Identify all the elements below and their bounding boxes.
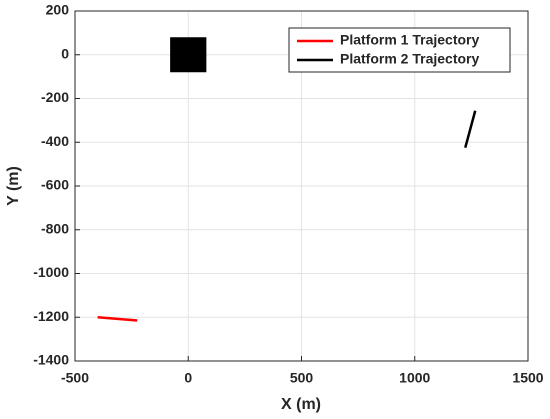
y-axis-label: Y (m) (5, 166, 22, 206)
x-tick-label: -500 (61, 370, 89, 386)
patch (170, 37, 207, 73)
trajectory-line (464, 110, 477, 149)
x-axis-label: X (m) (281, 396, 321, 413)
legend-label: Platform 1 Trajectory (340, 32, 479, 48)
y-tick-label: -1200 (33, 308, 69, 324)
legend-box (288, 27, 511, 73)
y-tick-label: -1400 (33, 352, 69, 368)
y-tick-label: -200 (41, 89, 69, 105)
legend-label: Platform 2 Trajectory (340, 51, 479, 67)
y-tick-label: -600 (41, 177, 69, 193)
x-tick-label: 1000 (399, 370, 430, 386)
y-tick-label: -1000 (33, 264, 69, 280)
x-tick-label: 1500 (512, 370, 543, 386)
y-tick-label: 200 (46, 2, 70, 18)
x-tick-label: 500 (290, 370, 314, 386)
axes-box (74, 10, 529, 362)
trajectory-line (97, 316, 138, 322)
x-tick-label: 0 (184, 370, 192, 386)
y-tick-label: 0 (61, 45, 69, 61)
y-tick-label: -400 (41, 133, 69, 149)
y-tick-label: -800 (41, 220, 69, 236)
